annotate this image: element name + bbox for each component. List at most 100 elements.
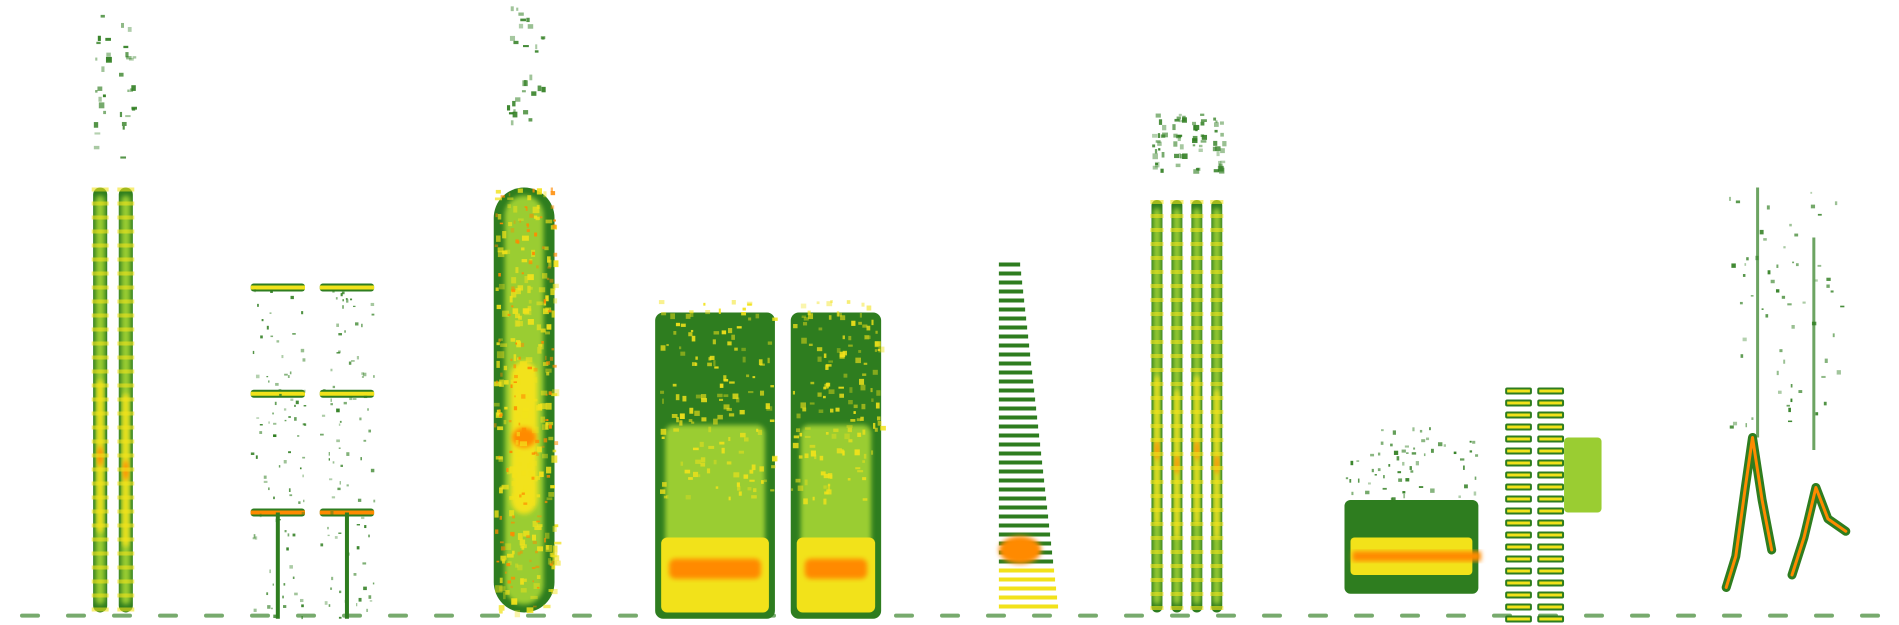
energy-speck <box>862 460 866 463</box>
pulse-band <box>1150 564 1164 568</box>
energy-speck <box>496 360 500 368</box>
energy-speck <box>748 390 754 394</box>
energy-speck <box>859 378 865 385</box>
energy-speck <box>119 111 123 118</box>
energy-speck <box>283 460 287 464</box>
energy-speck <box>496 560 500 563</box>
energy-speck <box>523 530 530 537</box>
noise-block <box>790 300 886 619</box>
energy-speck <box>1173 133 1178 138</box>
pulse-band <box>1150 256 1164 260</box>
pulse-band <box>117 313 135 318</box>
ladder-rung-core <box>1539 461 1563 465</box>
energy-speck <box>1430 448 1434 453</box>
energy-speck <box>283 605 287 608</box>
energy-speck <box>797 485 804 491</box>
energy-speck <box>766 406 773 411</box>
energy-speck <box>552 283 559 289</box>
pulse-band <box>1150 480 1164 484</box>
energy-speck <box>1779 349 1783 353</box>
energy-speck <box>537 204 541 209</box>
energy-speck <box>341 291 345 295</box>
energy-speck <box>542 246 545 250</box>
energy-speck <box>517 564 523 571</box>
energy-speck <box>554 541 562 545</box>
energy-speck <box>1382 487 1387 490</box>
energy-speck <box>660 390 665 394</box>
pulse-band <box>1210 382 1224 386</box>
energy-speck <box>549 356 554 361</box>
energy-speck <box>263 475 267 479</box>
energy-speck <box>499 515 503 520</box>
pulse-band <box>1190 256 1204 260</box>
energy-speck <box>357 498 362 502</box>
pulse-band <box>1210 354 1224 358</box>
energy-speck <box>301 616 303 620</box>
pulse-band <box>117 187 135 192</box>
energy-speck <box>495 456 503 460</box>
energy-speck <box>336 408 340 413</box>
energy-speck <box>266 375 269 378</box>
energy-speck <box>527 195 532 201</box>
comb-line <box>998 424 1039 429</box>
baseline-dash <box>204 613 224 618</box>
energy-speck <box>1177 134 1183 137</box>
energy-speck <box>736 397 740 403</box>
energy-speck <box>539 216 543 219</box>
energy-speck <box>828 473 833 479</box>
energy-speck <box>342 299 344 302</box>
pulse-band <box>117 229 135 234</box>
energy-speck <box>759 466 764 472</box>
energy-speck <box>1178 153 1181 159</box>
energy-speck <box>535 439 540 444</box>
pulse-band <box>1210 494 1224 498</box>
energy-speck <box>801 315 807 318</box>
energy-speck <box>514 320 520 327</box>
energy-speck <box>752 376 756 379</box>
energy-speck <box>765 403 770 410</box>
energy-speck <box>527 318 534 325</box>
energy-speck <box>272 583 274 586</box>
energy-speck <box>1174 153 1180 159</box>
energy-speck <box>331 496 336 499</box>
energy-speck <box>1174 118 1180 122</box>
energy-speck <box>747 303 752 306</box>
energy-speck <box>1176 116 1181 120</box>
energy-speck <box>544 500 548 504</box>
pulse-band <box>1150 410 1164 414</box>
pulse-band <box>1190 396 1204 400</box>
energy-speck <box>332 385 336 389</box>
pulse-band <box>1210 452 1224 456</box>
pulse-band <box>91 327 109 332</box>
energy-speck <box>679 413 685 420</box>
ladder-rung-core <box>1539 593 1563 597</box>
energy-speck <box>498 338 503 341</box>
energy-speck <box>1473 491 1477 496</box>
energy-speck <box>823 498 827 505</box>
energy-speck <box>690 311 694 317</box>
ladder-rung-core <box>1539 545 1563 549</box>
energy-speck <box>531 534 537 541</box>
energy-speck <box>284 373 288 376</box>
energy-speck <box>552 284 556 291</box>
energy-speck <box>257 303 259 307</box>
energy-speck <box>713 331 720 335</box>
energy-speck <box>1195 167 1200 171</box>
energy-speck <box>543 604 551 609</box>
pulse-band <box>1170 536 1184 540</box>
pulse-band <box>117 355 135 360</box>
energy-speck <box>331 576 334 581</box>
energy-speck <box>740 432 746 438</box>
energy-speck <box>552 525 557 532</box>
energy-speck <box>1377 468 1381 472</box>
energy-speck <box>1429 427 1431 431</box>
energy-speck <box>495 412 503 418</box>
energy-speck <box>536 586 540 589</box>
energy-speck <box>1791 324 1795 329</box>
energy-speck <box>670 313 676 320</box>
energy-speck <box>268 421 270 424</box>
pulse-band <box>1150 452 1164 456</box>
energy-speck <box>536 475 540 480</box>
energy-speck <box>543 299 547 304</box>
energy-speck <box>540 416 546 423</box>
